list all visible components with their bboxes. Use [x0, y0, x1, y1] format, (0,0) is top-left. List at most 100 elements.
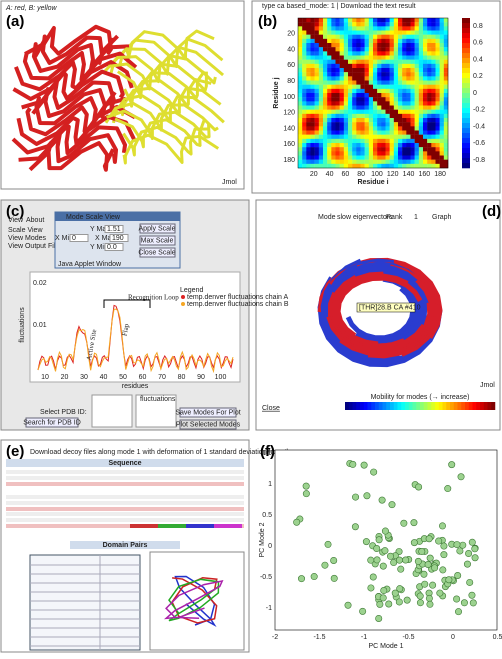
heat-cell [360, 84, 365, 90]
heat-cell [323, 105, 328, 110]
heat-cell [364, 159, 370, 165]
point [380, 587, 388, 595]
heat-cell [381, 138, 386, 144]
heat-cell [306, 63, 311, 69]
heat-cell [368, 126, 374, 131]
heat-cell [356, 55, 361, 60]
caption: A: red, B: yellow [5, 5, 58, 12]
colorbar-cell [423, 402, 428, 410]
heat-cell [393, 43, 399, 48]
field-value: 0.0 [107, 244, 117, 251]
heat-cell [327, 147, 332, 152]
heat-cell [360, 55, 365, 60]
heat-cell [310, 109, 315, 115]
heat-cell [377, 26, 382, 31]
heat-cell [427, 68, 432, 73]
y-tick-label: -1 [266, 605, 272, 612]
heat-cell [393, 138, 399, 144]
point [453, 595, 461, 603]
seq-row [6, 518, 244, 522]
heat-cell [402, 22, 407, 27]
heat-cell [423, 138, 428, 144]
heat-cell [435, 155, 440, 160]
heat-cell [377, 30, 382, 35]
heat-cell [339, 18, 345, 23]
heat-cell [302, 72, 307, 77]
heat-cell [377, 76, 382, 81]
heat-cell [398, 118, 403, 123]
heat-cell [306, 80, 311, 85]
heat-cell [339, 101, 345, 106]
heat-cell [435, 68, 440, 73]
heat-cell [356, 113, 361, 119]
heat-cell [373, 38, 378, 44]
heat-cell [356, 72, 361, 77]
heat-cell [348, 47, 353, 52]
heat-cell [427, 38, 432, 44]
heat-cell [323, 147, 328, 152]
point [390, 559, 398, 567]
heat-cell [427, 163, 432, 169]
heat-cell [373, 47, 378, 52]
heat-cell [389, 151, 395, 156]
heat-cell [443, 122, 449, 127]
jmol-label: Jmol [480, 382, 495, 389]
heat-cell [306, 105, 311, 110]
point [381, 547, 389, 555]
close-link[interactable]: Close [262, 405, 280, 412]
legend-title: Legend [180, 287, 203, 294]
heat-cell [302, 122, 307, 127]
button-label: Search for PDB ID [23, 419, 81, 426]
x-axis-label: residues [122, 383, 149, 390]
heat-cell [377, 143, 382, 148]
heat-cell [352, 130, 357, 135]
heat-cell [402, 126, 407, 131]
heat-cell [302, 59, 307, 65]
heat-cell [348, 76, 353, 81]
heat-cell [302, 159, 307, 165]
point [456, 547, 464, 555]
heat-cell [352, 88, 357, 94]
colorbar-cell [390, 402, 394, 410]
heat-cell [327, 143, 332, 148]
heat-cell [402, 80, 407, 85]
heat-cell [323, 130, 328, 135]
heat-cell [414, 134, 420, 140]
heat-cell [318, 126, 324, 131]
button-label: Plot Selected Modes [176, 421, 241, 428]
heat-cell [352, 105, 357, 110]
chain-a [28, 141, 115, 172]
plot-bg [29, 271, 241, 383]
heat-cell [406, 143, 411, 148]
colorbar-cell [375, 402, 379, 410]
heat-cell [414, 88, 420, 94]
heat-cell [335, 163, 340, 169]
heat-cell [373, 101, 378, 106]
heat-cell [348, 93, 353, 98]
colorbar-cell [412, 402, 417, 410]
heat-cell [389, 68, 395, 73]
heat-cell [410, 43, 415, 48]
heat-cell [339, 88, 345, 94]
heat-cell [398, 84, 403, 90]
heat-cell [406, 63, 411, 69]
heat-cell [323, 151, 328, 156]
heat-cell [331, 38, 336, 44]
point [426, 554, 434, 562]
heat-cell [443, 76, 449, 81]
heat-cell [314, 18, 320, 23]
heat-cell [398, 88, 403, 94]
heat-cell [356, 18, 361, 23]
heat-cell [335, 155, 340, 160]
heat-cell [364, 55, 370, 60]
side-menu-item: View Output Files [8, 243, 63, 250]
heat-cell [360, 126, 365, 131]
heat-cell [343, 59, 349, 65]
colorbar-cell [393, 402, 398, 410]
y-tick-label: -0.5 [260, 574, 272, 581]
heat-cell [323, 30, 328, 35]
heat-cell [343, 47, 349, 52]
heat-cell [389, 101, 395, 106]
heat-cell [373, 26, 378, 31]
heat-cell [327, 130, 332, 135]
